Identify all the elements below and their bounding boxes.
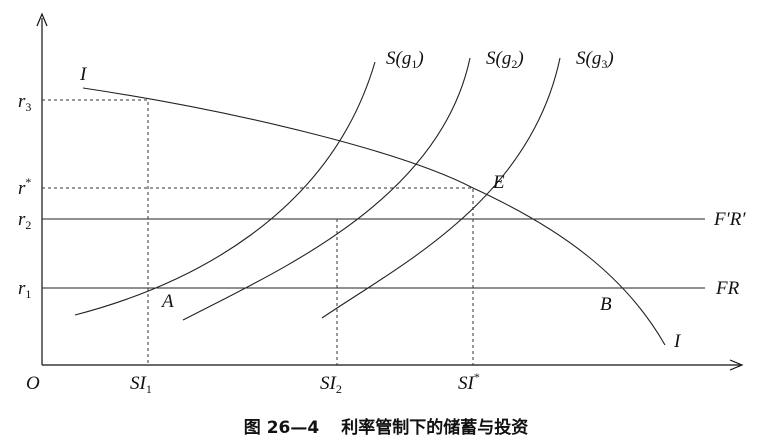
label-main: r [18, 278, 26, 299]
label-main: SI [458, 373, 476, 394]
label-main: A [160, 291, 174, 312]
caption: 图 26—4 利率管制下的储蓄与投资 [244, 417, 528, 438]
label-end: ) [606, 48, 613, 69]
label-sub: 2 [25, 218, 31, 232]
label-main: FR [715, 278, 740, 299]
label: FR [715, 278, 740, 299]
x-arrow [729, 359, 744, 371]
investment-curve [82, 87, 666, 346]
label-sub: 3 [25, 100, 31, 114]
label-sub: 3 [601, 57, 607, 71]
guide-rstar [42, 187, 474, 365]
label: r2 [18, 209, 31, 232]
label-main: S(g [576, 48, 601, 69]
label-end: ) [416, 48, 423, 69]
guide-r3 [42, 99, 149, 365]
label: r3 [18, 91, 31, 114]
label-end: ) [516, 48, 523, 69]
label-sup: * [25, 175, 31, 189]
label: SI1 [130, 373, 152, 396]
label-main: r [18, 91, 26, 112]
label: O [26, 373, 40, 394]
label: A [160, 291, 174, 312]
label: r1 [18, 278, 31, 301]
label: I [79, 64, 88, 85]
label: B [600, 294, 612, 315]
label-sub: 2 [336, 382, 342, 396]
label-main: S(g [486, 48, 511, 69]
label: S(g1) [386, 48, 424, 71]
label: SI* [458, 370, 480, 394]
label-main: SI [320, 373, 338, 394]
label: S(g3) [576, 48, 614, 71]
label-sub: 1 [411, 57, 417, 71]
label-main: E [492, 172, 505, 193]
saving-curve-g3 [321, 57, 561, 319]
label-sub: 1 [25, 287, 31, 301]
label-main: r [18, 209, 26, 230]
label-main: I [673, 331, 682, 352]
label: F′R′ [713, 209, 746, 230]
label-main: I [79, 64, 88, 85]
caption-figure: 图 26—4 [244, 418, 320, 438]
label-main: O [26, 373, 40, 394]
label: I [673, 331, 682, 352]
saving-curve-g2 [182, 57, 471, 321]
label-main: B [600, 294, 612, 315]
label-main: SI [130, 373, 148, 394]
label-sub: 1 [146, 382, 152, 396]
label-main: F′R′ [713, 209, 746, 230]
label: S(g2) [486, 48, 524, 71]
y-arrow [36, 12, 48, 27]
label-sup: * [474, 370, 480, 384]
label: SI2 [320, 373, 342, 396]
saving-curve-g1 [74, 61, 376, 316]
label: r* [18, 175, 31, 199]
label-main: S(g [386, 48, 411, 69]
label: E [492, 172, 505, 193]
caption-title: 利率管制下的储蓄与投资 [341, 417, 528, 438]
label-sub: 2 [511, 57, 517, 71]
label-main: r [18, 178, 26, 199]
